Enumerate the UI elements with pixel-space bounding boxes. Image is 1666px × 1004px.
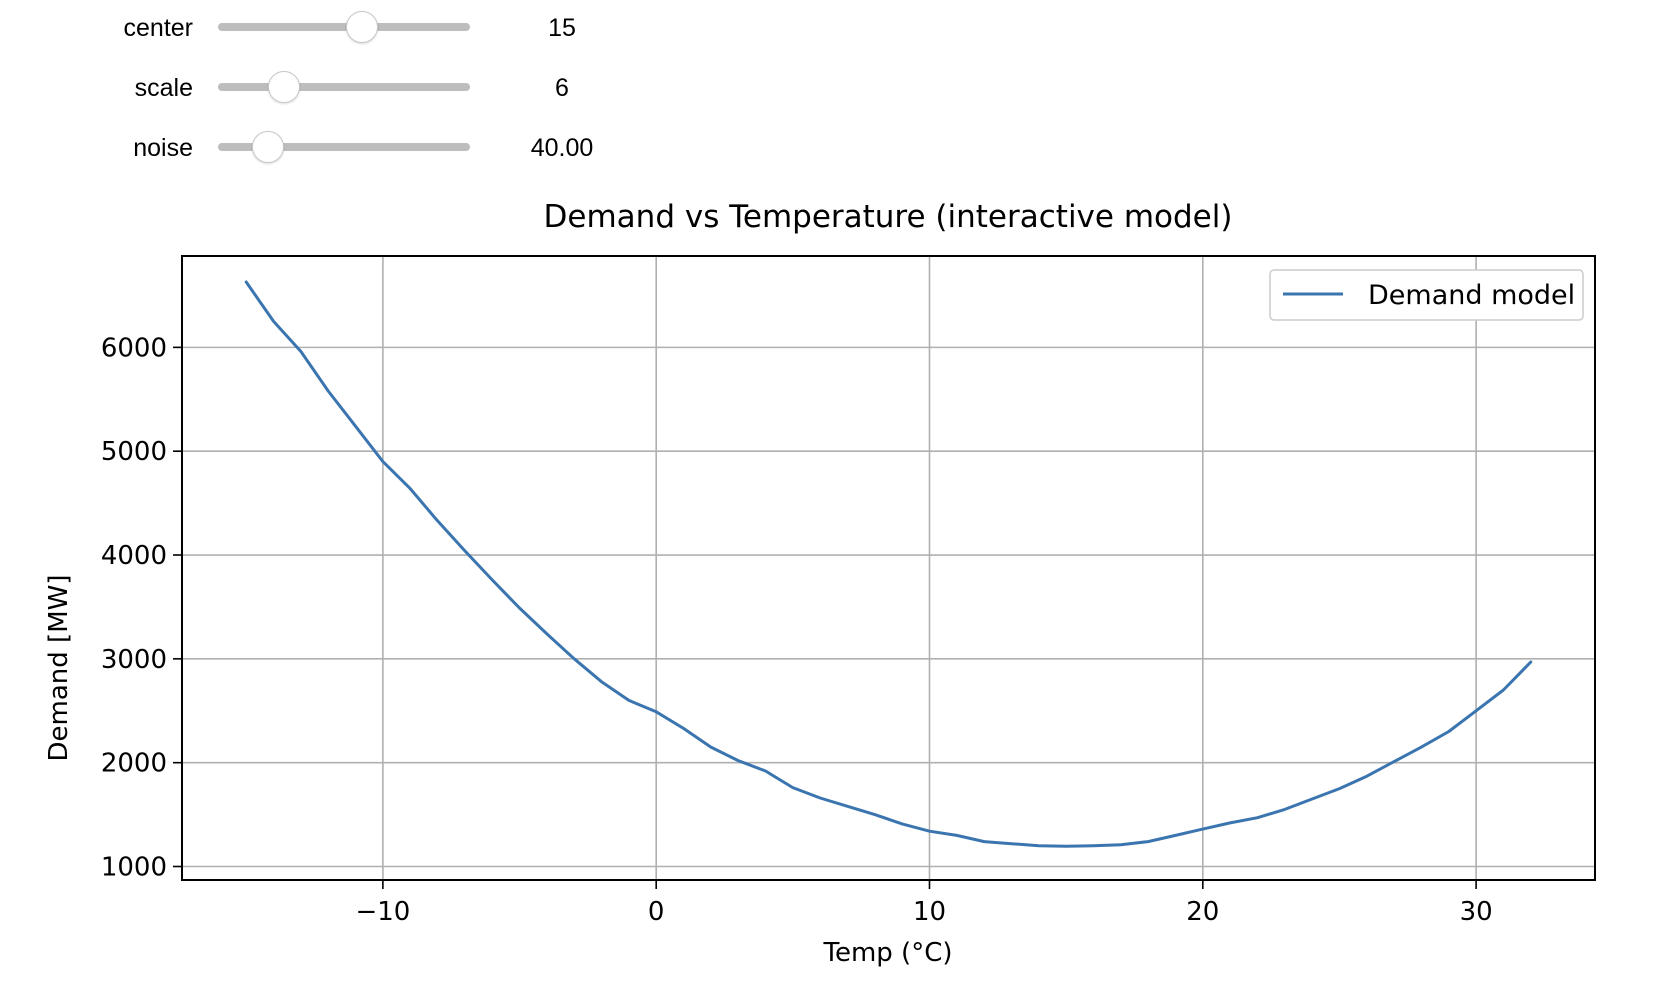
- y-tick-label: 1000: [101, 853, 167, 883]
- x-tick-label: 10: [913, 897, 946, 927]
- chart-title: Demand vs Temperature (interactive model…: [544, 199, 1233, 235]
- plot-frame: [181, 255, 1596, 881]
- slider-label-noise: noise: [133, 134, 193, 162]
- x-tick-label: 0: [648, 897, 665, 927]
- scale-slider-handle[interactable]: [268, 71, 301, 103]
- legend-box: [1269, 269, 1584, 321]
- slider-row-scale: scale 6: [0, 66, 700, 106]
- center-slider-handle[interactable]: [346, 11, 378, 43]
- y-tick-label: 6000: [101, 333, 167, 363]
- slider-value-center: 15: [548, 14, 576, 42]
- y-axis-label: Demand [MW]: [44, 575, 74, 762]
- y-tick-label: 3000: [101, 645, 167, 675]
- slider-value-scale: 6: [555, 74, 569, 102]
- slider-row-noise: noise 40.00: [0, 126, 700, 166]
- series-line-demand-model: [244, 280, 1533, 848]
- chart-ticks: −10 0 10 20 30 1000 2000 3000 4000 5000 6000: [101, 333, 1493, 927]
- slider-row-center: center 15: [0, 6, 700, 46]
- y-tick-label: 5000: [101, 437, 167, 467]
- noise-slider[interactable]: [218, 131, 470, 163]
- y-tick-label: 4000: [101, 541, 167, 571]
- demand-chart: Demand vs Temperature (interactive model…: [44, 199, 1596, 968]
- chart-grid: [182, 256, 1595, 880]
- slider-value-noise: 40.00: [530, 134, 594, 162]
- chart-plot-area: [244, 280, 1533, 848]
- x-tick-label: −10: [355, 897, 410, 927]
- x-tick-label: 20: [1186, 897, 1219, 927]
- x-axis-label: Temp (°C): [823, 938, 953, 968]
- center-slider[interactable]: [218, 11, 470, 43]
- scale-slider[interactable]: [218, 71, 470, 103]
- noise-slider-handle[interactable]: [252, 131, 285, 163]
- legend-label: Demand model: [1368, 280, 1575, 311]
- chart-legend: Demand model: [1269, 269, 1584, 321]
- y-tick-label: 2000: [101, 749, 167, 779]
- slider-label-center: center: [123, 14, 193, 42]
- x-tick-label: 30: [1460, 897, 1493, 927]
- slider-label-scale: scale: [134, 74, 193, 102]
